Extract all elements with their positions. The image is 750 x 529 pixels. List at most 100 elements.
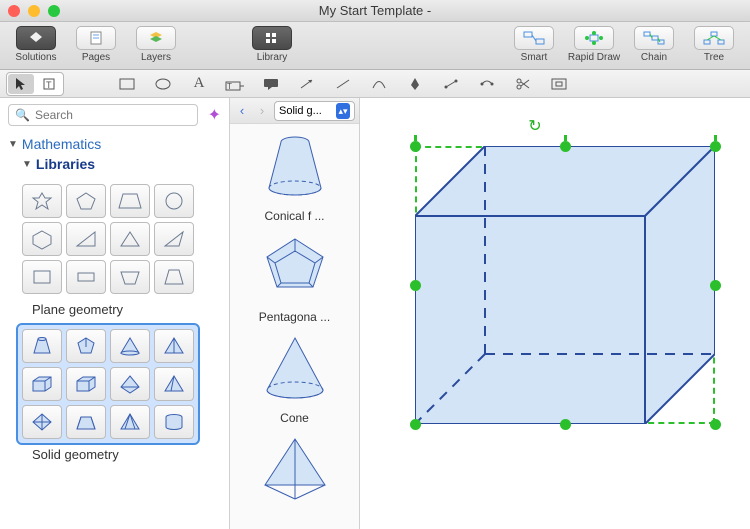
toolbar-label: Pages xyxy=(82,52,110,63)
library-selector[interactable]: Solid g... ▴▾ xyxy=(274,101,355,121)
ellipse-tool[interactable] xyxy=(150,74,176,94)
selection-handle[interactable] xyxy=(560,419,571,430)
shape-thumb[interactable] xyxy=(154,405,194,439)
toolbar-label: Chain xyxy=(641,52,667,63)
shape-thumb[interactable] xyxy=(110,405,150,439)
library-sidebar: 🔍 ✦ ▼ Mathematics ▼ Libraries Plane geom… xyxy=(0,98,230,529)
pages-button[interactable]: Pages xyxy=(68,26,124,63)
toolbar-label: Rapid Draw xyxy=(568,52,620,63)
selection-handle[interactable] xyxy=(410,280,421,291)
library-label: Solid geometry xyxy=(32,447,221,462)
shape-thumb[interactable] xyxy=(22,222,62,256)
window-title: My Start Template - xyxy=(0,3,750,18)
text-cursor-tool[interactable]: T xyxy=(36,74,62,94)
tool-strip: T A T xyxy=(0,70,750,98)
shape-thumb[interactable] xyxy=(110,367,150,401)
shape-thumb[interactable] xyxy=(154,329,194,363)
titlebar: My Start Template - xyxy=(0,0,750,22)
shape-thumb[interactable] xyxy=(22,405,62,439)
library-selector-label: Solid g... xyxy=(279,105,322,117)
endpoints-tool[interactable] xyxy=(474,74,500,94)
search-field[interactable]: 🔍 xyxy=(8,104,198,126)
scissors-tool[interactable] xyxy=(510,74,536,94)
search-input[interactable] xyxy=(35,108,191,122)
shape-item-label: Pentagona ... xyxy=(230,310,359,324)
cube-shape[interactable] xyxy=(415,146,715,424)
rotation-handle[interactable]: ↻ xyxy=(528,116,541,136)
shape-thumb[interactable] xyxy=(66,222,106,256)
tree-button[interactable]: Tree xyxy=(686,26,742,63)
textbox-tool[interactable]: T xyxy=(222,74,248,94)
selection-handle[interactable] xyxy=(560,141,571,152)
rapid-draw-button[interactable]: Rapid Draw xyxy=(566,26,622,63)
shape-thumb[interactable] xyxy=(66,184,106,218)
layers-button[interactable]: Layers xyxy=(128,26,184,63)
solutions-icon xyxy=(16,26,56,50)
shape-thumb[interactable] xyxy=(154,260,194,294)
zoom-button[interactable] xyxy=(48,5,60,17)
shape-thumb[interactable] xyxy=(66,260,106,294)
chain-button[interactable]: Chain xyxy=(626,26,682,63)
text-a-tool[interactable]: A xyxy=(186,74,212,94)
line-tool[interactable] xyxy=(330,74,356,94)
svg-text:T: T xyxy=(227,82,232,91)
toolbar-label: Library xyxy=(257,52,288,63)
stepper-arrows-icon: ▴▾ xyxy=(336,103,350,119)
shape-thumb[interactable] xyxy=(66,367,106,401)
toolbar-label: Solutions xyxy=(15,52,56,63)
shape-thumb[interactable] xyxy=(154,367,194,401)
subcategory-libraries[interactable]: ▼ Libraries xyxy=(22,156,221,172)
shape-item-cone[interactable]: Cone xyxy=(230,326,359,427)
shape-thumb[interactable] xyxy=(110,260,150,294)
shape-thumb[interactable] xyxy=(66,329,106,363)
shape-thumb[interactable] xyxy=(22,367,62,401)
layers-icon xyxy=(136,26,176,50)
solutions-button[interactable]: Solutions xyxy=(8,26,64,63)
shape-thumb[interactable] xyxy=(154,222,194,256)
shape-thumb[interactable] xyxy=(110,184,150,218)
rapid-draw-icon xyxy=(574,26,614,50)
shape-thumb[interactable] xyxy=(66,405,106,439)
disclosure-triangle-icon: ▼ xyxy=(8,139,18,150)
shape-thumb[interactable] xyxy=(22,260,62,294)
shape-item-conical-frustum[interactable]: Conical f ... xyxy=(230,124,359,225)
magic-wand-icon[interactable]: ✦ xyxy=(208,105,221,125)
pen-tool[interactable] xyxy=(402,74,428,94)
pointer-tool[interactable] xyxy=(8,74,34,94)
library-solid-geometry[interactable]: Solid geometry xyxy=(18,325,221,462)
nav-forward-button[interactable]: › xyxy=(254,102,270,120)
rect-tool[interactable] xyxy=(114,74,140,94)
shape-thumb[interactable] xyxy=(22,329,62,363)
smart-shape-tool[interactable] xyxy=(546,74,572,94)
library-button[interactable]: Library xyxy=(244,26,300,63)
library-plane-geometry[interactable]: Plane geometry xyxy=(18,180,221,317)
subcategory-label: Libraries xyxy=(36,156,95,172)
arrow-tool[interactable] xyxy=(294,74,320,94)
library-label: Plane geometry xyxy=(32,302,221,317)
minimize-button[interactable] xyxy=(28,5,40,17)
shape-item-tetrahedron[interactable] xyxy=(230,427,359,512)
shape-item-label: Cone xyxy=(230,411,359,425)
shape-thumb[interactable] xyxy=(22,184,62,218)
callout-tool[interactable] xyxy=(258,74,284,94)
shape-item-pentagonal-prism[interactable]: Pentagona ... xyxy=(230,225,359,326)
shape-thumb[interactable] xyxy=(154,184,194,218)
nav-back-button[interactable]: ‹ xyxy=(234,102,250,120)
toolbar-label: Layers xyxy=(141,52,171,63)
selection-handle[interactable] xyxy=(410,419,421,430)
curve-tool[interactable] xyxy=(366,74,392,94)
shape-thumb[interactable] xyxy=(110,329,150,363)
selection-handle[interactable] xyxy=(410,141,421,152)
selection-handle[interactable] xyxy=(710,280,721,291)
smart-button[interactable]: Smart xyxy=(506,26,562,63)
shape-thumb[interactable] xyxy=(110,222,150,256)
selection-handle[interactable] xyxy=(710,141,721,152)
pages-icon xyxy=(76,26,116,50)
edit-points-tool[interactable] xyxy=(438,74,464,94)
selection-handle[interactable] xyxy=(710,419,721,430)
close-button[interactable] xyxy=(8,5,20,17)
chain-icon xyxy=(634,26,674,50)
toolbar-label: Smart xyxy=(521,52,548,63)
drawing-canvas[interactable]: ↻ xyxy=(360,98,750,529)
category-mathematics[interactable]: ▼ Mathematics xyxy=(8,136,221,152)
